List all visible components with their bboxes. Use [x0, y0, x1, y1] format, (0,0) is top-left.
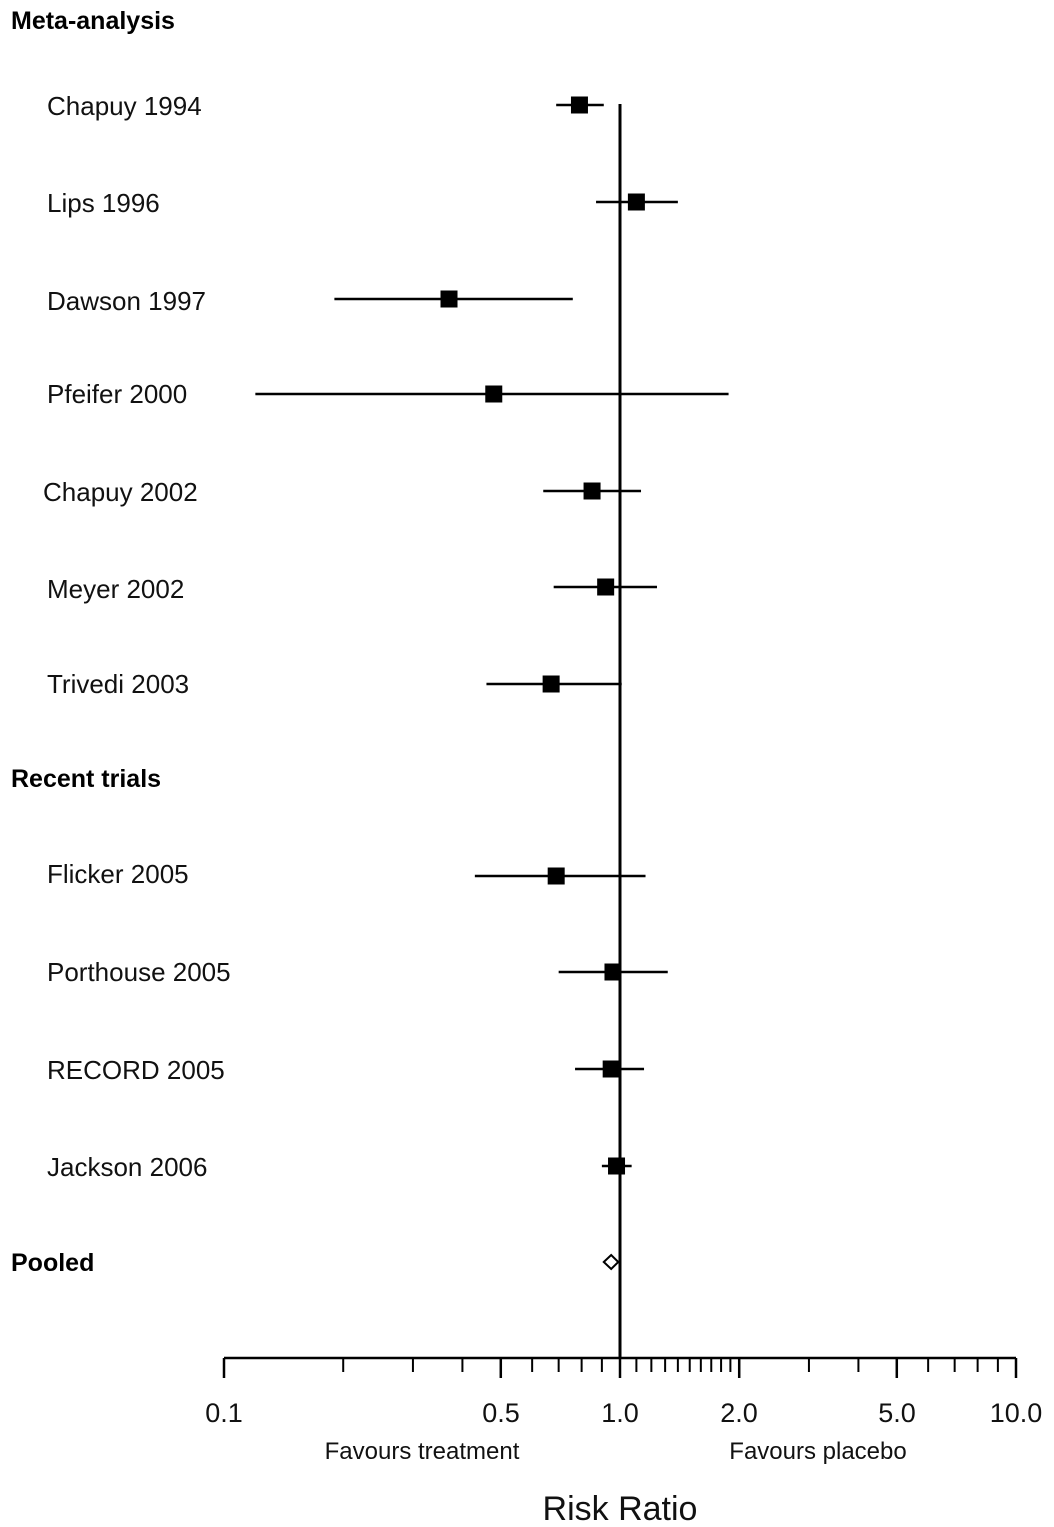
point-estimate — [583, 482, 601, 500]
favours-placebo-label: Favours placebo — [729, 1438, 906, 1465]
study-label: Lips 1996 — [47, 188, 160, 218]
study-label: RECORD 2005 — [47, 1055, 225, 1085]
study-label: Chapuy 2002 — [43, 477, 198, 507]
x-axis-title: Risk Ratio — [543, 1490, 698, 1527]
study-label: Flicker 2005 — [47, 859, 189, 889]
point-estimate — [627, 193, 645, 211]
plot-marks — [255, 96, 729, 1271]
point-estimate — [440, 290, 458, 308]
group-label-pooled: Pooled — [11, 1249, 94, 1277]
pooled-diamond — [602, 1253, 620, 1271]
point-estimate — [608, 1157, 626, 1175]
point-estimate — [485, 385, 503, 403]
point-estimate — [597, 578, 615, 596]
x-tick-label-1.0: 1.0 — [601, 1398, 639, 1428]
point-estimate — [570, 96, 588, 114]
point-estimate — [604, 963, 622, 981]
x-tick-label-5.0: 5.0 — [878, 1398, 916, 1428]
group-label-meta-analysis: Meta-analysis — [11, 7, 175, 35]
point-estimate — [602, 1060, 620, 1078]
x-tick-label-0.1: 0.1 — [205, 1398, 243, 1428]
favours-treatment-label: Favours treatment — [325, 1438, 520, 1465]
group-label-recent-trials: Recent trials — [11, 765, 161, 793]
x-axis-ticks — [222, 1358, 1018, 1378]
x-tick-label-2.0: 2.0 — [720, 1398, 758, 1428]
study-label: Chapuy 1994 — [47, 91, 202, 121]
x-tick-label-10.0: 10.0 — [990, 1398, 1043, 1428]
study-label: Porthouse 2005 — [47, 957, 231, 987]
study-label: Pfeifer 2000 — [47, 379, 187, 409]
study-label: Dawson 1997 — [47, 286, 206, 316]
study-label: Jackson 2006 — [47, 1152, 207, 1182]
point-estimate — [542, 675, 560, 693]
study-label: Meyer 2002 — [47, 574, 184, 604]
point-estimate — [547, 867, 565, 885]
study-label: Trivedi 2003 — [47, 669, 189, 699]
x-tick-label-0.5: 0.5 — [482, 1398, 520, 1428]
